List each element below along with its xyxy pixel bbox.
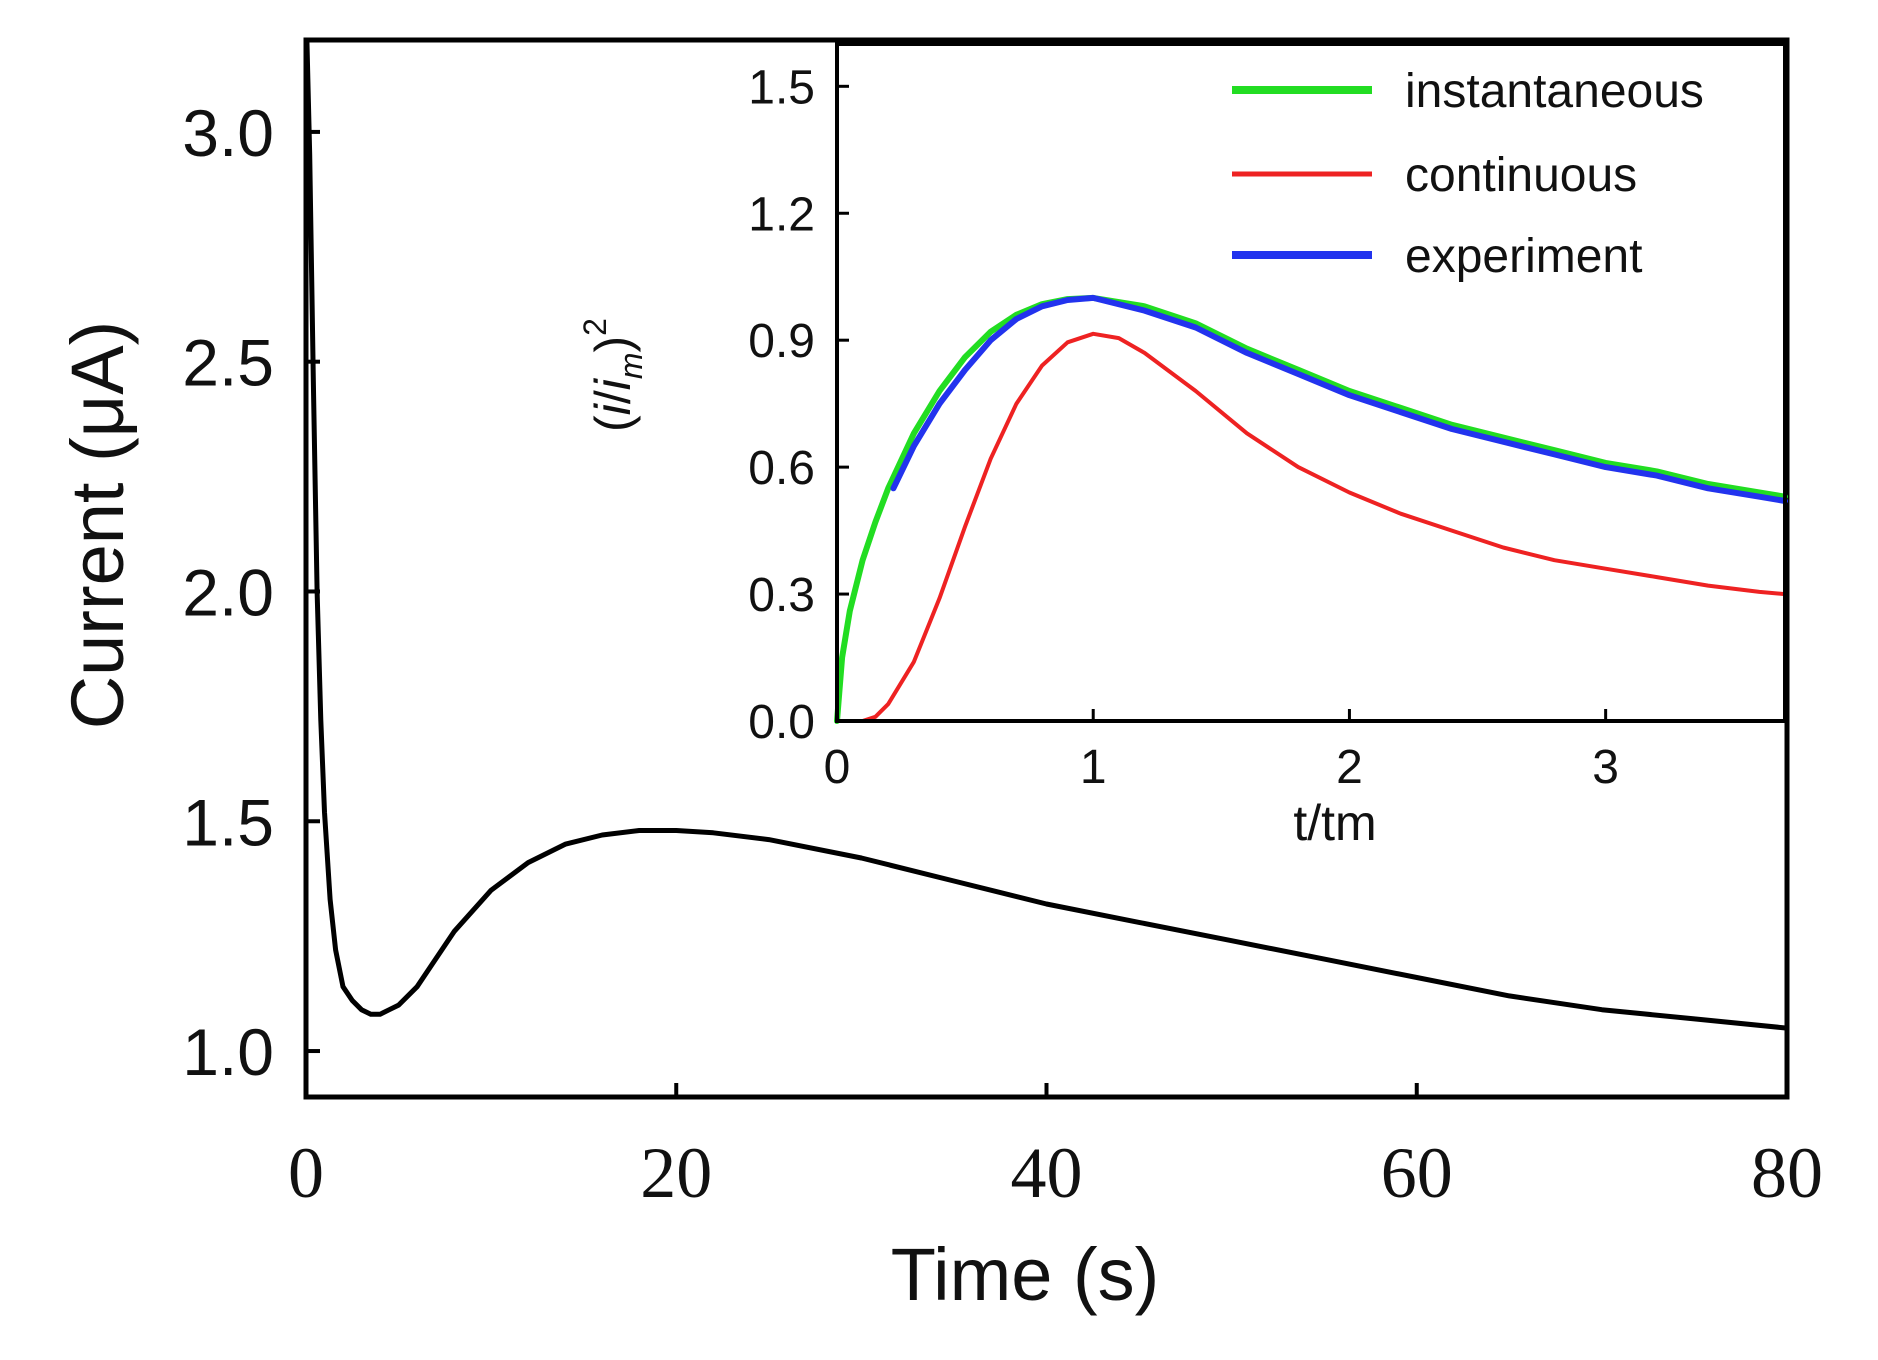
inset-y-tick-label: 0.6 — [748, 442, 815, 495]
inset-series-layer — [834, 294, 1788, 724]
inset-y-tick-label: 1.5 — [748, 61, 815, 114]
inset-y-axis-label: (i/im)2 — [577, 318, 649, 432]
inset-x-tick-label: 3 — [1592, 741, 1619, 794]
main-x-axis-label: Time (s) — [891, 1233, 1160, 1316]
inset-y-label-base: i — [585, 377, 641, 390]
main-x-tick-label: 60 — [1381, 1133, 1453, 1213]
inset-x-axis-label: t/tm — [1293, 795, 1376, 851]
inset-legend: instantaneous continuous experiment — [1232, 65, 1704, 283]
inset-series-continuous — [835, 331, 1787, 723]
main-x-tick-label: 40 — [1011, 1133, 1083, 1213]
inset-y-label-open: ( — [585, 415, 641, 432]
inset-x-tick-label: 2 — [1336, 741, 1363, 794]
main-y-tick-label: 2.0 — [182, 555, 274, 629]
inset-y-label-sub: m — [613, 353, 649, 380]
inset-y-label-slash: / — [585, 390, 641, 404]
legend-label-experiment: experiment — [1405, 230, 1642, 283]
legend-entry-experiment: experiment — [1232, 230, 1642, 283]
inset-y-tick-label: 1.2 — [748, 188, 815, 241]
legend-label-instantaneous: instantaneous — [1405, 65, 1704, 118]
legend-entry-instantaneous: instantaneous — [1232, 65, 1704, 118]
main-y-tick-label: 2.5 — [182, 326, 274, 400]
main-y-axis-label: Current (μA) — [56, 321, 139, 730]
main-x-tick-label: 20 — [640, 1133, 712, 1213]
inset-y-tick-label: 0.3 — [748, 569, 815, 622]
main-ticks: 0 20 40 60 801.01.52.02.53.0 — [182, 96, 1823, 1213]
main-series-layer — [304, 37, 1790, 1031]
inset-y-label-i: i — [585, 402, 641, 415]
inset-series-experiment — [890, 294, 1788, 504]
main-x-tick-label: 80 — [1751, 1133, 1823, 1213]
main-series-current — [304, 37, 1790, 1031]
inset-y-tick-label: 0.0 — [748, 696, 815, 749]
main-x-tick-label: 0 — [288, 1133, 324, 1213]
main-chart: 0 20 40 60 801.01.52.02.53.0 Time (s) Curren… — [56, 37, 1823, 1316]
inset-x-tick-label: 1 — [1080, 741, 1107, 794]
inset-x-tick-label: 0 — [824, 741, 851, 794]
legend-entry-continuous: continuous — [1232, 149, 1637, 202]
inset-y-label-sup: 2 — [577, 318, 613, 336]
inset-y-label-close: ) — [585, 336, 641, 353]
inset-plot-frame — [835, 42, 1787, 723]
main-y-tick-label: 1.5 — [182, 785, 274, 859]
main-y-tick-label: 1.0 — [182, 1015, 274, 1089]
inset-y-tick-label: 0.9 — [748, 315, 815, 368]
inset-ticks: 0 1 2 3 0.0 0.3 0.6 0.9 1.2 1.5 — [748, 61, 1619, 794]
inset-chart: 0 1 2 30.00.30.60.91.21.5 t/tm (i/im)2 inst… — [577, 42, 1788, 851]
main-y-tick-label: 3.0 — [182, 96, 274, 170]
legend-label-continuous: continuous — [1405, 149, 1637, 202]
